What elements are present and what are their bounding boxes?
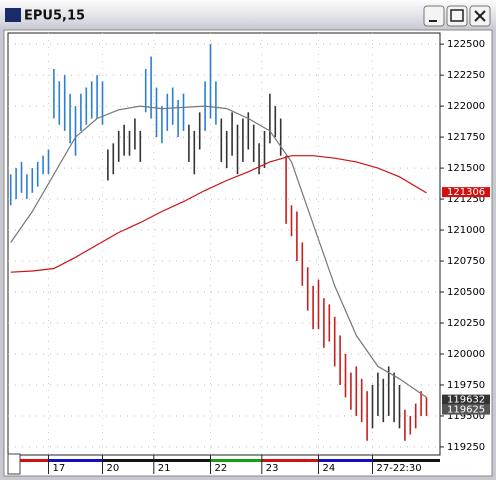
- y-tick-label: 120750: [447, 256, 485, 267]
- window-buttons[interactable]: [423, 5, 491, 27]
- maximize-button[interactable]: [446, 5, 468, 27]
- day-strip: [102, 459, 154, 462]
- x-tick-label: 22: [215, 463, 228, 474]
- x-tick-label: 21: [158, 463, 171, 474]
- y-tick-label: 119750: [447, 380, 485, 391]
- y-tick-label: 119500: [447, 411, 485, 422]
- moving-average: [10, 105, 427, 398]
- x-tick-label: 20: [107, 463, 120, 474]
- price-marker-label: 121306: [447, 187, 485, 198]
- close-icon: [474, 10, 486, 22]
- corner-box: [7, 453, 21, 475]
- y-tick-label: 120000: [447, 349, 485, 360]
- price-marker-label: 119625: [447, 405, 485, 416]
- day-strip: [48, 459, 103, 462]
- day-strip: [210, 459, 262, 462]
- minimize-button[interactable]: [423, 5, 445, 27]
- x-tick-label: 27-22:30: [377, 463, 422, 474]
- plot-area: [7, 32, 441, 456]
- day-strip: [153, 459, 211, 462]
- title-bar: [0, 0, 496, 30]
- y-tick-label: 122250: [447, 70, 485, 81]
- price-marker: [442, 394, 490, 405]
- x-tick-label: 17: [53, 463, 66, 474]
- price-marker: [442, 404, 490, 415]
- y-tick-label: 119250: [447, 442, 485, 453]
- day-strip: [318, 459, 373, 462]
- y-tick-label: 121500: [447, 163, 485, 174]
- x-tick-label: 23: [266, 463, 279, 474]
- day-strip: [261, 459, 319, 462]
- x-tick-label: 24: [323, 463, 336, 474]
- y-tick-label: 120250: [447, 318, 485, 329]
- price-marker: [442, 187, 490, 198]
- y-tick-label: 120500: [447, 287, 485, 298]
- moving-average: [10, 155, 427, 273]
- day-strip: [20, 459, 49, 462]
- maximize-icon: [450, 9, 464, 22]
- y-tick-label: 121250: [447, 194, 485, 205]
- y-tick-label: 122500: [447, 39, 485, 50]
- price-marker-label: 119632: [447, 395, 485, 406]
- window-title: EPU5,15: [24, 9, 85, 24]
- day-strip: [372, 459, 440, 462]
- y-tick-label: 121000: [447, 225, 485, 236]
- y-tick-label: 122000: [447, 101, 485, 112]
- y-tick-label: 121750: [447, 132, 485, 143]
- app-icon: [5, 8, 21, 22]
